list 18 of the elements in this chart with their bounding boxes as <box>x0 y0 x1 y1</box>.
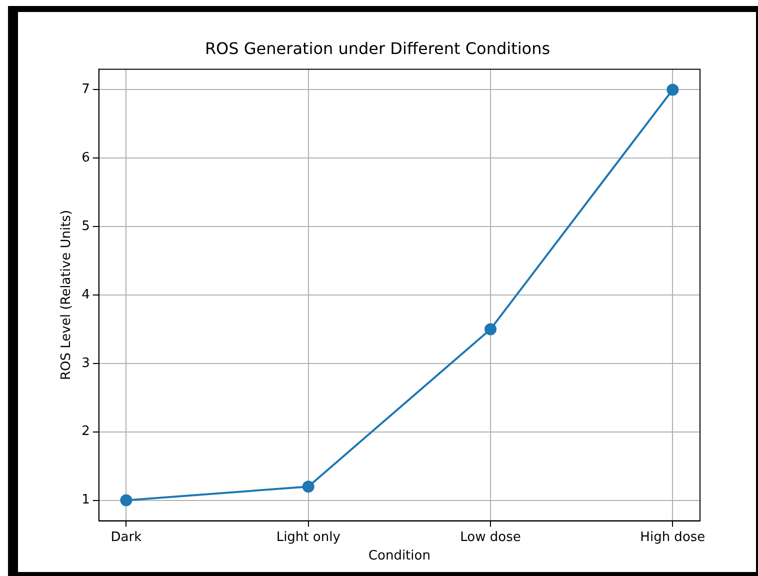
point <box>302 480 314 493</box>
x-tick-label: Light only <box>276 530 341 545</box>
x-tick-label: High dose <box>640 530 706 545</box>
y-tick-label: 3 <box>82 356 90 371</box>
point <box>484 323 497 336</box>
x-axis-title: Condition <box>368 548 430 564</box>
y-tick-label: 6 <box>82 150 90 166</box>
x-tick-label: Dark <box>110 530 142 545</box>
y-tick-label: 4 <box>82 287 90 302</box>
x-tick-label: Low dose <box>460 530 521 545</box>
y-tick-label: 5 <box>82 218 90 234</box>
y-tick-label: 7 <box>82 82 90 98</box>
chart-title: ROS Generation under Different Conditions <box>204 38 550 58</box>
point <box>120 494 132 506</box>
point <box>666 84 679 96</box>
y-tick-label: 2 <box>82 424 90 440</box>
y-axis-title: ROS Level (Relative Units) <box>59 210 74 380</box>
y-tick-label: 1 <box>82 492 90 508</box>
